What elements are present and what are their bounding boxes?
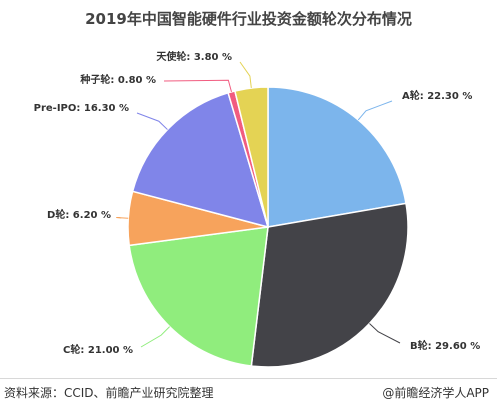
pie-chart: A轮: 22.30 % B轮: 29.60 % C轮: 21.00 % D轮: 6.2…	[34, 50, 480, 368]
footer-divider	[0, 378, 497, 379]
brand-credit: @前瞻经济学人APP	[382, 386, 489, 400]
leader-line-0	[357, 100, 393, 121]
leader-line-6	[239, 61, 252, 89]
slice-label-1: B轮: 29.60 %	[410, 339, 480, 352]
slice-label-4: Pre-IPO: 16.30 %	[34, 103, 129, 114]
leader-line-2	[140, 326, 170, 348]
slice-label-3: D轮: 6.20 %	[47, 208, 111, 221]
source-note: 资料来源：CCID、前瞻产业研究院整理	[4, 386, 214, 400]
pie-slice-2	[128, 226, 269, 367]
leader-line-5	[163, 79, 232, 92]
pie-slice-1	[250, 202, 409, 368]
slice-label-2: C轮: 21.00 %	[63, 343, 133, 356]
slice-label-5: 种子轮: 0.80 %	[79, 73, 156, 86]
leader-line-3	[116, 216, 129, 219]
leader-line-1	[369, 323, 401, 344]
pie-slice-0	[267, 86, 407, 228]
pie-slice-4	[131, 91, 270, 229]
slice-label-6: 天使轮: 3.80 %	[156, 50, 232, 63]
chart-title: 2019年中国智能硬件行业投资金额轮次分布情况	[85, 10, 412, 28]
slice-label-0: A轮: 22.30 %	[402, 89, 472, 102]
leader-line-4	[136, 112, 168, 130]
